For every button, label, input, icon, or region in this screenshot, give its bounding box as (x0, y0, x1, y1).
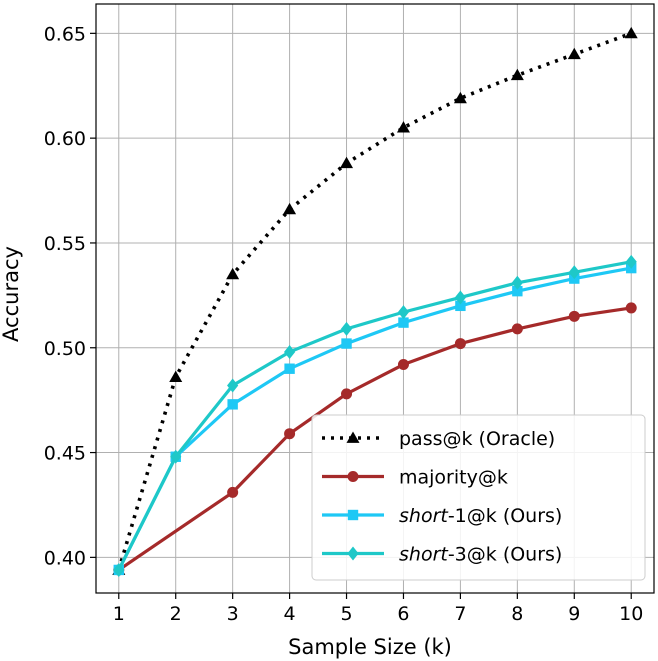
data-point (341, 388, 353, 400)
legend-item: short-3@k (Ours) (322, 544, 562, 566)
x-tick-label: 9 (568, 603, 580, 625)
data-point (624, 26, 638, 39)
data-point (453, 91, 467, 104)
legend-label: short-3@k (Ours) (399, 544, 562, 566)
data-point (397, 305, 410, 320)
x-tick-label: 7 (454, 603, 466, 625)
data-point (227, 378, 239, 393)
data-point (625, 302, 637, 314)
data-point (625, 254, 637, 269)
legend-item: short-1@k (Ours) (322, 505, 562, 527)
legend-label-text: -3@k (Ours) (448, 544, 563, 566)
data-point (169, 370, 183, 382)
y-axis: 0.40 0.45 0.50 0.55 0.60 0.65 (44, 23, 96, 569)
plot-frame (95, 3, 655, 594)
data-point (454, 290, 467, 305)
data-point (396, 121, 410, 133)
x-axis: 1 2 3 4 5 6 7 8 9 10 (113, 593, 643, 625)
legend-label-text: majority@k (399, 467, 508, 489)
legend-item: pass@k (Oracle) (322, 428, 555, 450)
data-point (227, 486, 239, 498)
legend-item: majority@k (322, 467, 508, 489)
legend-marker (347, 509, 359, 521)
legend-marker (346, 431, 360, 443)
grid (96, 4, 654, 593)
legend-label-text: -1@k (Ours) (448, 505, 563, 527)
y-tick-label: 0.40 (44, 547, 86, 569)
data-point (455, 300, 466, 312)
x-axis-label: Sample Size (k) (288, 635, 452, 659)
y-tick-label: 0.50 (44, 338, 86, 360)
data-point (227, 399, 238, 410)
legend-label: pass@k (Oracle) (399, 428, 555, 450)
data-point (511, 323, 523, 335)
legend-label: short-1@k (Ours) (399, 505, 562, 527)
data-point (113, 562, 125, 577)
data-point (340, 156, 354, 169)
data-point (511, 275, 523, 290)
x-tick-label: 5 (340, 603, 352, 625)
data-point (284, 428, 296, 440)
data-point (341, 338, 352, 349)
x-tick-label: 8 (511, 603, 523, 625)
x-tick-label: 1 (113, 603, 125, 625)
data-point (512, 285, 523, 297)
series-2 (113, 302, 637, 576)
y-tick-label: 0.45 (44, 443, 86, 465)
series-4 (113, 254, 637, 577)
x-tick-label: 3 (227, 603, 239, 625)
y-axis-label: Accuracy (0, 246, 23, 342)
x-tick-label: 6 (397, 603, 409, 625)
legend-box (311, 414, 646, 581)
data-point (283, 202, 297, 215)
series-line (117, 260, 632, 571)
data-point (397, 359, 409, 371)
data-point (568, 265, 580, 280)
data-point (568, 310, 580, 322)
legend-label: majority@k (399, 467, 508, 489)
data-point (398, 317, 409, 328)
x-tick-label: 4 (284, 603, 296, 625)
data-point (510, 68, 524, 81)
legend-label-text: pass@k (Oracle) (399, 428, 555, 450)
data-point (283, 344, 296, 359)
legend-label-italic: short (399, 505, 449, 527)
data-point (284, 363, 295, 374)
data-point (567, 47, 581, 60)
legend-label-italic: short (399, 544, 449, 566)
x-tick-label: 2 (170, 603, 182, 625)
data-point (454, 338, 466, 350)
x-tick-label: 10 (619, 603, 643, 625)
data-point (340, 321, 353, 336)
series-line (117, 266, 632, 571)
legend-marker (347, 471, 359, 482)
y-tick-label: 0.60 (44, 128, 86, 150)
series-layer (112, 26, 638, 577)
y-tick-label: 0.55 (44, 233, 86, 255)
data-point (226, 267, 240, 280)
legend-marker (347, 546, 359, 561)
y-tick-label: 0.65 (44, 23, 86, 45)
data-point (170, 449, 182, 464)
